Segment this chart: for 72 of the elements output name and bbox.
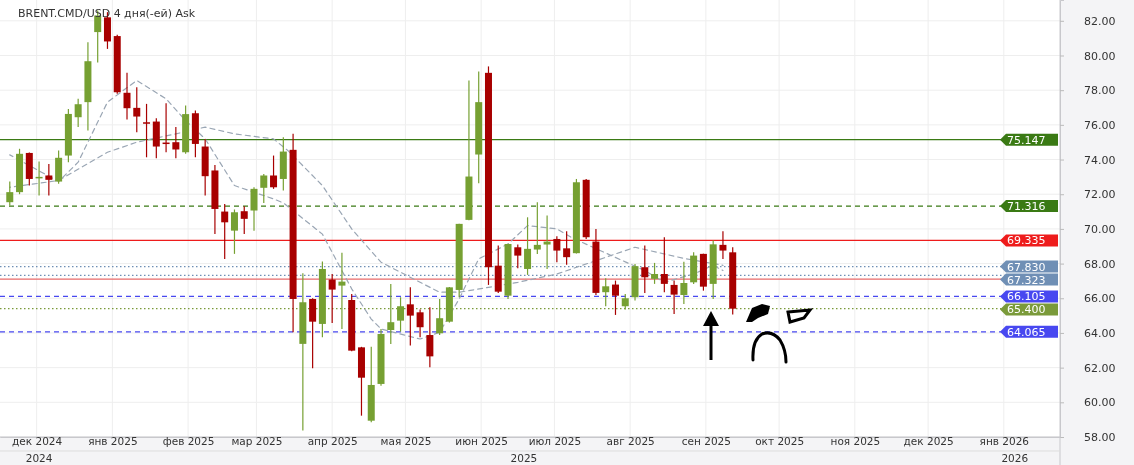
y-tick-label: 74.00 bbox=[1084, 153, 1116, 167]
candlestick bbox=[719, 230, 727, 260]
candlestick bbox=[240, 205, 248, 235]
y-tick-label: 80.00 bbox=[1084, 49, 1116, 63]
candlestick bbox=[416, 308, 424, 338]
ref-line-label: 65.400 bbox=[1007, 303, 1046, 317]
candlestick bbox=[45, 163, 53, 197]
candlestick bbox=[328, 273, 336, 324]
candlestick bbox=[406, 286, 414, 347]
y-tick-label: 62.00 bbox=[1084, 361, 1116, 375]
x-tick-label: июл 2025 bbox=[528, 434, 582, 447]
x-tick-label: авг 2025 bbox=[606, 434, 655, 447]
candlestick bbox=[143, 103, 151, 158]
candlestick bbox=[250, 186, 258, 232]
y-tick-label: 60.00 bbox=[1084, 396, 1116, 410]
y-tick-label: 78.00 bbox=[1084, 84, 1116, 98]
candlestick bbox=[230, 208, 238, 255]
candlestick bbox=[611, 279, 619, 316]
candlestick bbox=[133, 86, 141, 133]
candlestick bbox=[221, 203, 229, 260]
y-tick-label: 70.00 bbox=[1084, 222, 1116, 236]
ref-line-label: 71.316 bbox=[1007, 200, 1046, 214]
candlestick bbox=[563, 230, 571, 266]
candlestick bbox=[553, 235, 561, 263]
x-tick-label: окт 2025 bbox=[755, 434, 805, 447]
x-tick-label: янв 2025 bbox=[88, 434, 138, 447]
candlestick bbox=[533, 201, 541, 255]
candlestick bbox=[6, 180, 14, 207]
candlestick bbox=[670, 279, 678, 315]
text: 2024 bbox=[25, 452, 53, 464]
candlestick bbox=[680, 261, 688, 305]
text: 2026 bbox=[1001, 452, 1029, 464]
ref-line-label: 69.335 bbox=[1007, 234, 1046, 248]
x-tick-label: апр 2025 bbox=[307, 434, 358, 447]
ref-line-label: 67.830 bbox=[1007, 260, 1046, 274]
candlestick bbox=[55, 149, 63, 185]
y-tick-label: 58.00 bbox=[1084, 431, 1116, 445]
x-tick-label: ноя 2025 bbox=[830, 434, 881, 447]
candlestick bbox=[524, 216, 532, 276]
candlestick bbox=[641, 244, 649, 294]
x-tick-label: фев 2025 bbox=[162, 434, 215, 447]
x-tick-label: дек 2025 bbox=[903, 434, 954, 447]
text: 2025 bbox=[510, 452, 538, 464]
y-tick-label: 66.00 bbox=[1084, 292, 1116, 306]
y-tick-label: 64.00 bbox=[1084, 326, 1116, 340]
x-tick-label: дек 2024 bbox=[12, 434, 63, 447]
x-tick-label: сен 2025 bbox=[681, 434, 731, 447]
candlestick bbox=[309, 297, 317, 369]
ref-line-label: 75.147 bbox=[1007, 133, 1046, 147]
candlestick bbox=[426, 306, 434, 368]
x-tick-label: июн 2025 bbox=[455, 434, 508, 447]
candlestick bbox=[270, 154, 278, 190]
x-tick-label: мая 2025 bbox=[380, 434, 432, 447]
y-tick-label: 82.00 bbox=[1084, 14, 1116, 28]
candlestick bbox=[260, 173, 268, 204]
ref-line-label: 64.065 bbox=[1007, 325, 1046, 339]
ref-line-label: 67.323 bbox=[1007, 273, 1046, 287]
y-tick-label: 72.00 bbox=[1084, 188, 1116, 202]
candlestick bbox=[543, 214, 551, 270]
candlestick bbox=[651, 262, 659, 285]
candlestick bbox=[602, 277, 610, 307]
candlestick bbox=[514, 243, 522, 269]
x-tick-label: янв 2026 bbox=[979, 434, 1030, 447]
line-series bbox=[9, 79, 724, 340]
y-tick-label: 68.00 bbox=[1084, 257, 1116, 271]
candlestick bbox=[172, 126, 180, 159]
y-tick-label: 76.00 bbox=[1084, 118, 1116, 132]
candlestick bbox=[660, 236, 668, 293]
x-tick-label: мар 2025 bbox=[231, 434, 283, 447]
candlestick bbox=[123, 72, 131, 121]
candlestick bbox=[74, 98, 82, 128]
ref-line-label: 66.105 bbox=[1007, 290, 1046, 304]
